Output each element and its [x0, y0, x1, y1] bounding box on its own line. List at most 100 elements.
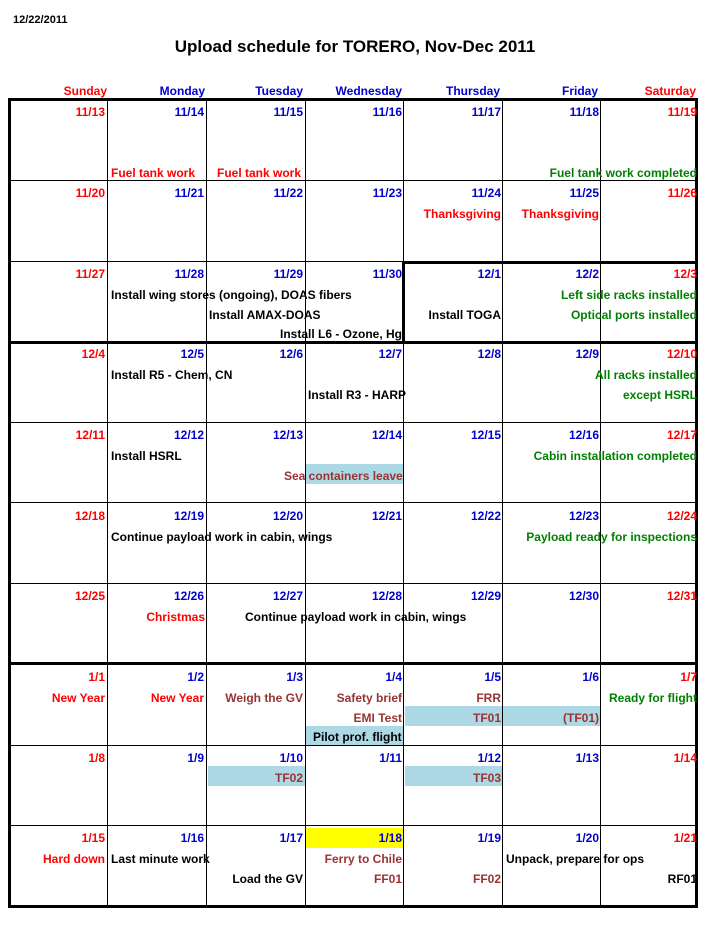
shade-pilot-flight: [306, 726, 404, 745]
date-cell-label: 1/18: [378, 831, 402, 845]
event-ready-for-flight: Ready for flight: [608, 691, 697, 705]
event-all-racks: All racks installed: [594, 368, 697, 382]
event-except-hsrl: except HSRL: [622, 388, 697, 402]
date-cell-label: 12/31: [666, 589, 697, 603]
event-tf01: TF01: [472, 711, 501, 725]
event-continue-payload-1: Continue payload work in cabin, wings: [111, 530, 333, 544]
date-cell-label: 1/10: [279, 751, 303, 765]
event-install-r5: Install R5 - Chem, CN: [111, 368, 233, 382]
row-line: [9, 825, 696, 826]
date-cell-label: 12/29: [470, 589, 501, 603]
row-line: [9, 341, 696, 344]
date-cell-label: 1/4: [385, 670, 402, 684]
date-cell-label: 12/20: [272, 509, 303, 523]
event-rf01: RF01: [667, 872, 697, 886]
event-load-gv: Load the GV: [232, 872, 303, 886]
date-cell-label: 11/29: [273, 267, 303, 281]
date-cell-label: 1/5: [484, 670, 501, 684]
date-cell-label: 11/22: [273, 186, 303, 200]
row-line: [9, 180, 696, 181]
date-cell-label: 12/24: [666, 509, 697, 523]
date-cell-label: 11/13: [75, 105, 105, 119]
event-ff02: FF02: [472, 872, 501, 886]
date-cell-label: 12/4: [81, 347, 105, 361]
event-fuel-tank-tue: Fuel tank work: [217, 166, 302, 180]
event-unpack: Unpack, prepare for ops: [506, 852, 645, 866]
row-line: [9, 583, 696, 584]
date-cell-label: 11/26: [667, 186, 697, 200]
event-new-year-mon: New Year: [150, 691, 204, 705]
event-left-side-racks: Left side racks installed: [560, 288, 697, 302]
month-divider: [402, 261, 696, 264]
col-line: [107, 98, 108, 908]
event-thanksgiving-thu: Thanksgiving: [423, 207, 501, 221]
event-christmas: Christmas: [146, 610, 205, 624]
date-cell-label: 1/7: [680, 670, 697, 684]
col-line: [695, 98, 698, 908]
date-cell-label: 11/21: [174, 186, 204, 200]
row-line: [9, 98, 696, 101]
event-install-hsrl: Install HSRL: [111, 449, 182, 463]
date-cell-label: 12/13: [272, 428, 303, 442]
event-install-wing-stores: Install wing stores (ongoing), DOAS fibe…: [111, 288, 352, 302]
date-cell-label: 1/20: [575, 831, 599, 845]
shade-tf02: [208, 766, 306, 786]
date-cell-label: 1/13: [575, 751, 599, 765]
date-cell-label: 12/23: [568, 509, 599, 523]
date-cell-label: 1/15: [81, 831, 105, 845]
event-install-amax-doas: Install AMAX-DOAS: [209, 308, 321, 322]
event-thanksgiving-fri: Thanksgiving: [521, 207, 599, 221]
col-line: [502, 98, 503, 908]
row-line: [9, 502, 696, 503]
date-cell-label: 12/28: [371, 589, 402, 603]
col-line: [403, 98, 404, 908]
col-line: [206, 98, 207, 908]
date-cell-label: 11/16: [372, 105, 402, 119]
date-cell-label: 12/22: [470, 509, 501, 523]
row-line: [9, 745, 696, 746]
dayname-friday: Friday: [561, 84, 598, 98]
event-emi-test: EMI Test: [353, 711, 402, 725]
date-cell-label: 1/1: [88, 670, 105, 684]
date-cell-label: 12/27: [272, 589, 303, 603]
date-cell-label: 11/27: [75, 267, 105, 281]
event-install-r3: Install R3 - HARP: [308, 388, 407, 402]
dayname-sunday: Sunday: [63, 84, 107, 98]
page-title: Upload schedule for TORERO, Nov-Dec 2011: [174, 37, 536, 56]
event-tf02: TF02: [274, 771, 303, 785]
date-cell-label: 12/14: [371, 428, 402, 442]
date-cell-label: 12/17: [666, 428, 697, 442]
date-cell-label: 12/3: [673, 267, 697, 281]
highlight-1-18: [306, 828, 404, 848]
date-cell-label: 1/11: [379, 751, 402, 765]
date-cell-label: 1/6: [582, 670, 599, 684]
date-cell-label: 1/12: [477, 751, 501, 765]
event-ferry-chile: Ferry to Chile: [324, 852, 402, 866]
date-cell-label: 12/6: [279, 347, 303, 361]
date-cell-label: 11/25: [569, 186, 599, 200]
dayname-thursday: Thursday: [445, 84, 500, 98]
date-cell-label: 12/9: [575, 347, 599, 361]
event-last-minute: Last minute work: [111, 852, 210, 866]
event-install-l6: Install L6 - Ozone, Hg: [280, 327, 403, 341]
date-cell-label: 1/14: [673, 751, 697, 765]
date-cell-label: 11/23: [372, 186, 402, 200]
event-cabin-installation: Cabin installation completed: [533, 449, 697, 463]
event-frr: FRR: [476, 691, 501, 705]
date-cell-label: 11/30: [372, 267, 402, 281]
date-cell-label: 12/19: [173, 509, 204, 523]
date-cell-label: 12/8: [477, 347, 501, 361]
date-cell-label: 1/3: [286, 670, 303, 684]
event-sea-containers: Sea containers leave: [284, 469, 403, 483]
date-cell-label: 1/9: [187, 751, 204, 765]
date-cell-label: 12/5: [180, 347, 204, 361]
date-cell-label: 12/7: [378, 347, 402, 361]
event-ff01: FF01: [373, 872, 402, 886]
date-cell-label: 1/16: [180, 831, 204, 845]
row-line: [9, 905, 696, 908]
event-tf01-paren: (TF01): [563, 711, 599, 725]
date-cell-label: 11/17: [471, 105, 501, 119]
event-hard-down: Hard down: [43, 852, 105, 866]
col-line: [600, 98, 601, 908]
date-cell-label: 1/17: [279, 831, 303, 845]
